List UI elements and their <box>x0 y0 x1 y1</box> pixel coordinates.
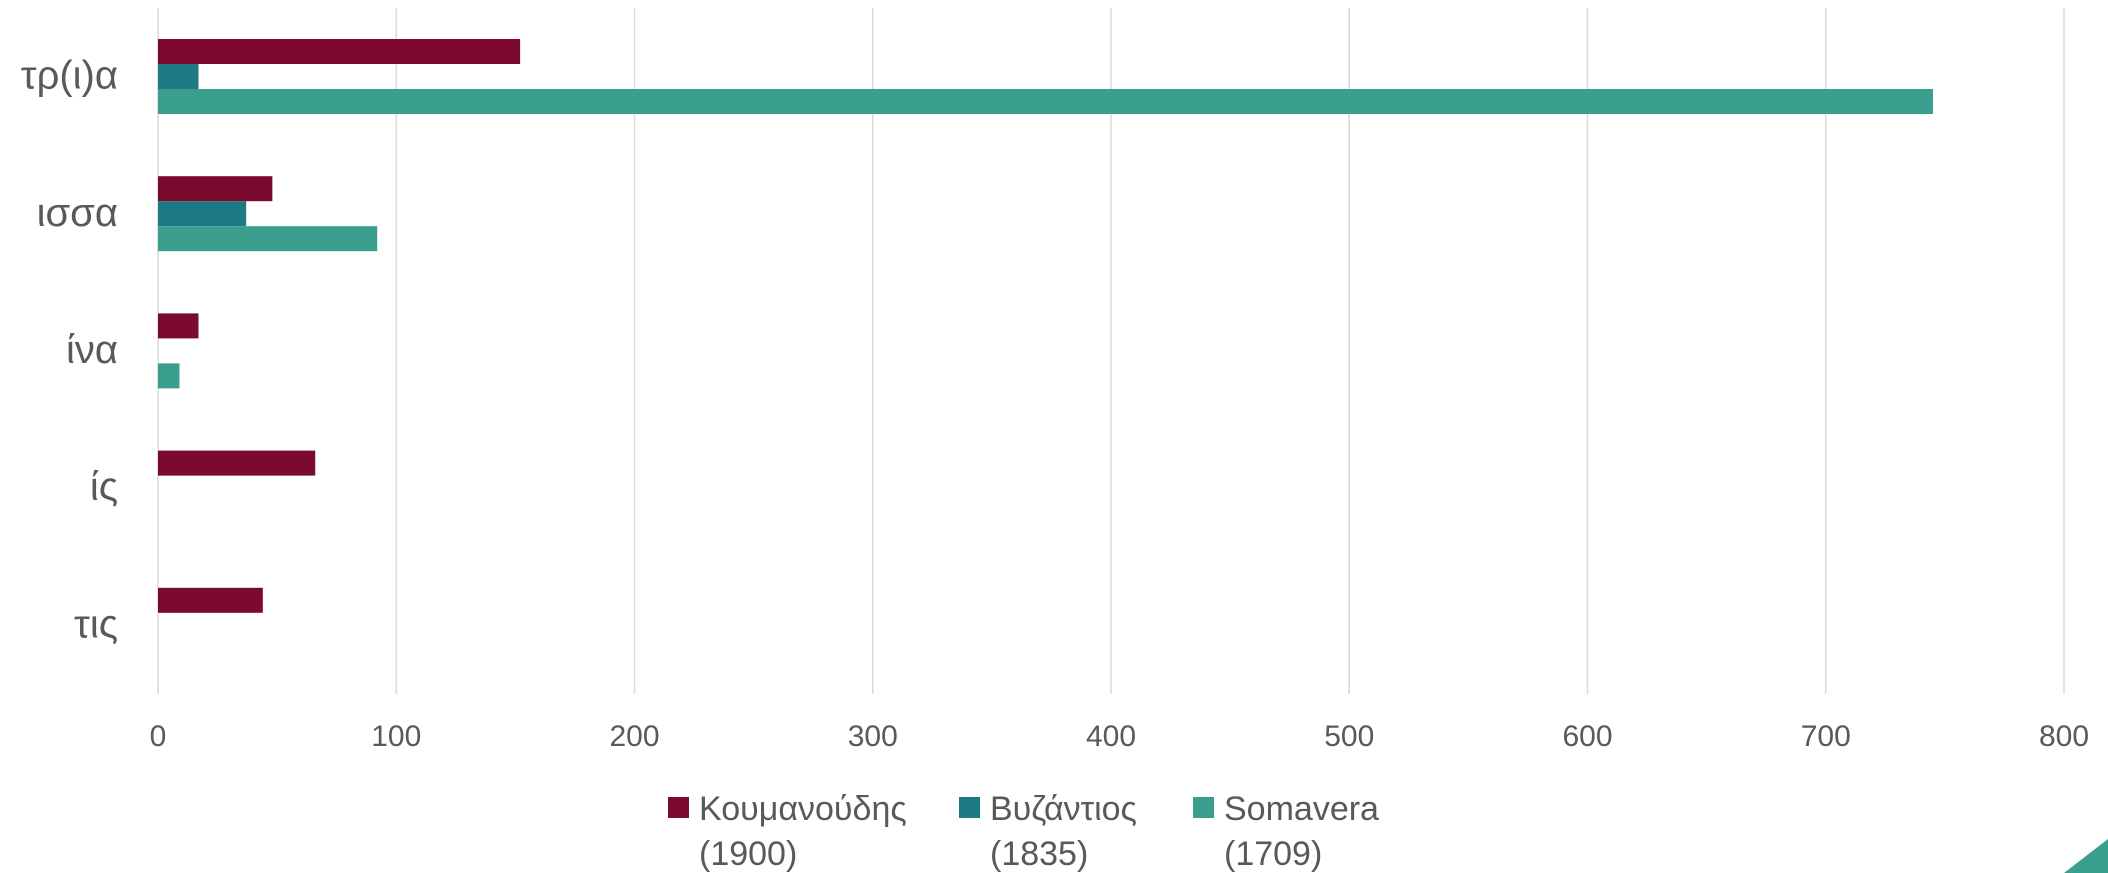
x-tick-label-400: 400 <box>1086 720 1136 753</box>
legend-swatch-somavera <box>1193 797 1214 818</box>
x-tick-label-0: 0 <box>150 720 167 753</box>
x-tick-label-300: 300 <box>848 720 898 753</box>
bar-βυζαντιος-τρ-ι-α <box>158 64 199 89</box>
bar-κουμανουδης-τρ-ι-α <box>158 39 521 64</box>
category-label-ισσα: ισσα <box>37 191 118 235</box>
legend-label-βυζαντιος-line2: (1835) <box>990 835 1088 873</box>
legend: Κουμανούδης (1900) Βυζάντιος (1835) Somavera… <box>668 790 1379 873</box>
category-label-ινα: ίνα <box>66 328 118 372</box>
bar-somavera-τρ-ι-α <box>158 89 1933 114</box>
category-label-τρ-ι-α: τρ(ι)α <box>21 54 118 98</box>
category-label-τις: τις <box>74 602 118 646</box>
gridlines <box>157 8 2065 694</box>
bar-κουμανουδης-τις <box>158 587 263 613</box>
bar-κουμανουδης-ισσα <box>158 176 273 202</box>
legend-label-βυζαντιος: Βυζάντιος <box>990 790 1137 828</box>
bars <box>158 39 1933 613</box>
x-tick-label-700: 700 <box>1801 720 1851 753</box>
legend-swatch-κουμανουδης <box>668 797 689 818</box>
legend-label-κουμανουδης: Κουμανούδης <box>699 790 907 828</box>
legend-label-κουμανουδης-line2: (1900) <box>699 835 797 873</box>
bar-somavera-ισσα <box>158 226 378 252</box>
bar-βυζαντιος-ισσα <box>158 201 247 227</box>
category-label-ις: ίς <box>90 465 118 509</box>
legend-label-somavera: Somavera <box>1224 790 1379 828</box>
bar-somavera-ινα <box>158 363 180 389</box>
corner-decoration <box>2064 839 2108 873</box>
bar-κουμανουδης-ις <box>158 450 316 476</box>
bar-κουμανουδης-ινα <box>158 313 199 339</box>
x-tick-label-600: 600 <box>1562 720 1612 753</box>
legend-label-somavera-line2: (1709) <box>1224 835 1322 873</box>
legend-swatch-βυζαντιος <box>959 797 980 818</box>
x-tick-label-800: 800 <box>2039 720 2089 753</box>
x-tick-label-200: 200 <box>609 720 659 753</box>
axes: 0 100 200 300 400 500 600 700 800 τρ(ι)α ισσα ίνα ίς… <box>21 54 2089 753</box>
x-tick-label-100: 100 <box>371 720 421 753</box>
x-tick-label-500: 500 <box>1324 720 1374 753</box>
